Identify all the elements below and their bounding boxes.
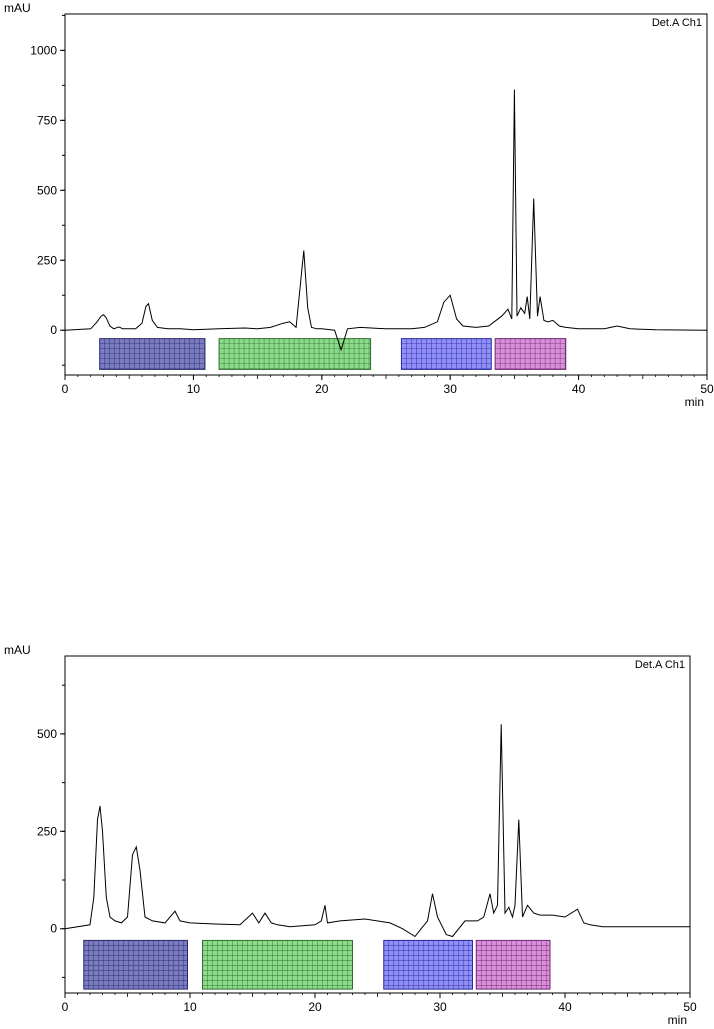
fraction-band: [494, 338, 567, 370]
x-tick-label: 40: [572, 382, 586, 396]
x-tick-label: 20: [315, 382, 329, 396]
y-tick-label: 0: [50, 922, 57, 936]
fraction-band: [202, 939, 353, 990]
fraction-band: [218, 338, 372, 370]
y-tick-label: 500: [37, 183, 57, 197]
fraction-band-rect: [99, 338, 206, 370]
y-tick-label: 500: [37, 727, 57, 741]
y-tick-label: 250: [37, 824, 57, 838]
x-axis-label: min: [685, 395, 704, 409]
x-tick-label: 10: [183, 1000, 197, 1014]
y-tick-label: 250: [37, 253, 57, 267]
x-axis-label: min: [668, 1013, 687, 1027]
fraction-band: [99, 338, 206, 370]
x-tick-label: 50: [700, 382, 714, 396]
x-tick-label: 20: [308, 1000, 322, 1014]
x-tick-label: 30: [444, 382, 458, 396]
y-tick-label: 1000: [30, 43, 57, 57]
fraction-band: [475, 939, 551, 990]
chromatogram-trace: [64, 89, 708, 352]
fraction-band-rect: [383, 939, 473, 990]
fraction-band-rect: [218, 338, 372, 370]
x-tick-label: 0: [62, 382, 69, 396]
chromatogram-top: 0 250 500 750 1000 0 10 20 30 40 50 mAU min Det.A Ch1: [4, 1, 714, 409]
y-tick-label: 0: [50, 323, 57, 337]
chromatogram-bottom: 0 250 500 0 10 20 30 40 50 mAU min Det.A Ch1: [4, 643, 697, 1027]
x-tick-label: 0: [62, 1000, 69, 1014]
fraction-band-rect: [475, 939, 551, 990]
chromatogram-trace: [64, 724, 690, 938]
fraction-band: [383, 939, 473, 990]
y-axis-label: mAU: [4, 1, 31, 15]
x-tick-label: 40: [558, 1000, 572, 1014]
plot-frame: [64, 13, 708, 376]
x-tick-label: 50: [683, 1000, 697, 1014]
x-tick-label: 10: [187, 382, 201, 396]
y-tick-label: 750: [37, 113, 57, 127]
detector-label: Det.A Ch1: [635, 659, 685, 671]
y-axis-label: mAU: [4, 643, 31, 657]
x-tick-label: 30: [433, 1000, 447, 1014]
detector-label: Det.A Ch1: [652, 17, 702, 29]
fraction-band: [83, 939, 188, 990]
fraction-band: [400, 338, 492, 370]
fraction-band-rect: [83, 939, 188, 990]
